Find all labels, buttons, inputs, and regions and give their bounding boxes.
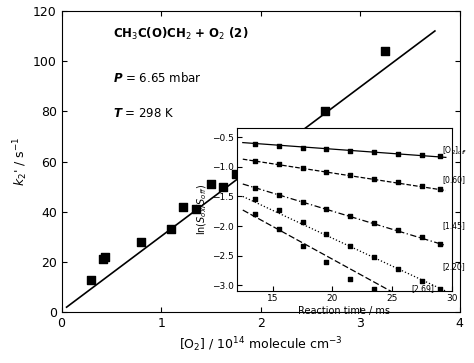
Y-axis label: $k_2$' / s$^{-1}$: $k_2$' / s$^{-1}$ bbox=[11, 137, 30, 186]
Point bbox=[272, 146, 279, 152]
Point bbox=[207, 181, 215, 187]
Point bbox=[381, 48, 389, 54]
Point bbox=[232, 171, 239, 177]
Point bbox=[277, 179, 284, 184]
Point bbox=[100, 257, 107, 262]
Point bbox=[192, 206, 200, 212]
Point bbox=[101, 254, 109, 260]
Point bbox=[137, 239, 145, 245]
Point bbox=[262, 131, 269, 137]
Text: CH$_3$C(O)CH$_2$ + O$_2$ (2): CH$_3$C(O)CH$_2$ + O$_2$ (2) bbox=[113, 26, 249, 42]
Text: $\bfit{P}$ = 6.65 mbar: $\bfit{P}$ = 6.65 mbar bbox=[113, 71, 202, 85]
Text: $\bfit{T}$ = 298 K: $\bfit{T}$ = 298 K bbox=[113, 107, 174, 120]
Point bbox=[88, 277, 95, 282]
Point bbox=[179, 204, 187, 210]
X-axis label: [O$_2$] / 10$^{14}$ molecule cm$^{-3}$: [O$_2$] / 10$^{14}$ molecule cm$^{-3}$ bbox=[179, 336, 343, 354]
Point bbox=[247, 176, 255, 182]
Point bbox=[219, 184, 227, 189]
Point bbox=[167, 227, 175, 232]
Point bbox=[321, 109, 329, 114]
